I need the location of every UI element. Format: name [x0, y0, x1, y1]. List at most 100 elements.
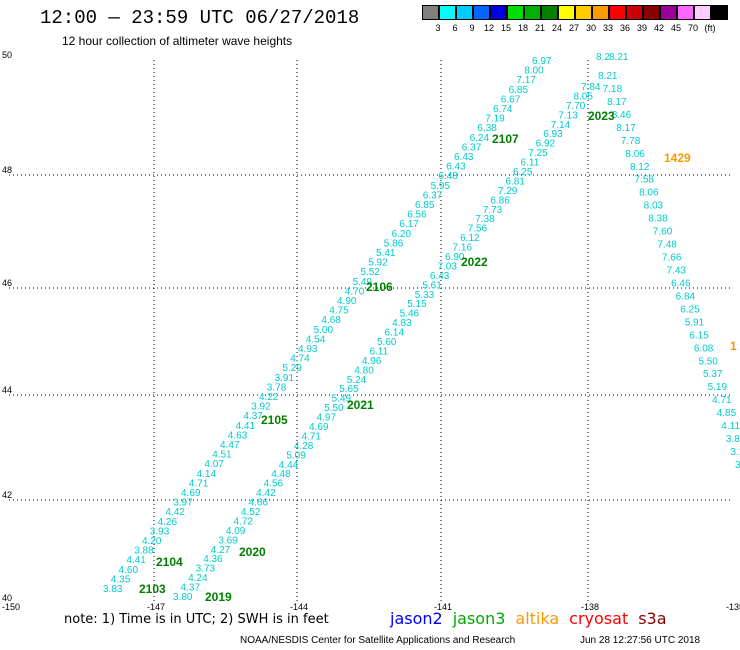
wave-height-value: 4.09 — [226, 526, 246, 537]
wave-height-value: 6.67 — [501, 94, 521, 105]
wave-height-value: 4.71 — [301, 431, 321, 442]
wave-height-value: 5.46 — [400, 309, 420, 320]
scale-swatch — [473, 5, 490, 20]
wave-height-value: 6.17 — [399, 219, 419, 230]
wave-height-value: 3.92 — [251, 402, 271, 413]
wave-height-value: 4.72 — [233, 516, 253, 527]
wave-height-value: 7.78 — [621, 136, 641, 147]
wave-height-value: 8.17 — [607, 97, 627, 108]
wave-height-value: 4.48 — [271, 469, 291, 480]
lat-label: 44 — [2, 385, 12, 395]
wave-height-value: 3.83 — [103, 584, 123, 595]
scale-label: 6 — [452, 23, 458, 33]
wave-height-value: 5.37 — [703, 369, 723, 380]
pass-label-2021: 2021 — [347, 398, 374, 412]
scale-label: 33 — [602, 23, 613, 33]
lat-label: 50 — [2, 50, 12, 60]
wave-height-value: 5.29 — [282, 363, 302, 374]
wave-height-value: 5.15 — [407, 299, 427, 310]
lat-label: 48 — [2, 165, 12, 175]
wave-height-value: 7.25 — [528, 148, 548, 159]
pass-label-edge: 1 — [730, 339, 737, 353]
wave-height-value: 7.58 — [635, 175, 655, 186]
wave-height-value: 7.48 — [657, 240, 677, 251]
wave-height-value: 4.28 — [294, 441, 314, 452]
wave-height-value: 4.63 — [228, 430, 248, 441]
wave-height-value: 3.86 — [726, 434, 740, 445]
wave-height-value: 8.21 — [609, 52, 629, 63]
wave-height-value: 4.83 — [392, 318, 412, 329]
wave-height-value: 4.68 — [321, 315, 341, 326]
scale-swatch — [490, 5, 507, 20]
wave-height-value: 7.70 — [566, 101, 586, 112]
wave-height-value: 8.38 — [648, 214, 668, 225]
wave-height-value: 4.20 — [142, 536, 162, 547]
wave-height-value: 6.43 — [446, 162, 466, 173]
lon-label: -147 — [147, 602, 165, 612]
wave-height-value: 8.05 — [573, 91, 593, 102]
wave-height-value: 7.84 — [581, 82, 601, 93]
wave-height-value: 3.73 — [196, 564, 216, 575]
wave-height-value: 4.42 — [256, 488, 276, 499]
wave-height-value: 7.60 — [653, 227, 673, 238]
scale-swatch — [439, 5, 456, 20]
wave-height-value: 4.52 — [241, 507, 261, 518]
wave-height-value: 4.60 — [119, 565, 139, 576]
wave-height-value: 4.69 — [181, 488, 201, 499]
wave-height-value: 6.43 — [430, 271, 450, 282]
wave-height-value: 4.14 — [197, 469, 217, 480]
pass-label-2019: 2019 — [205, 590, 232, 604]
wave-height-value: 5.09 — [286, 450, 306, 461]
wave-height-value: 6.37 — [423, 190, 443, 201]
wave-height-value: 8.00 — [524, 66, 544, 77]
satellite-legend: jason2 jason3 altika cryosat s3a — [390, 609, 677, 628]
wave-height-value: 3. — [735, 460, 740, 471]
scale-swatch — [507, 5, 524, 20]
lat-label: 42 — [2, 490, 12, 500]
wave-height-value: 5.95 — [431, 181, 451, 192]
scale-swatch — [643, 5, 660, 20]
wave-height-value: 6.56 — [407, 210, 427, 221]
wave-height-value: 6.90 — [445, 252, 465, 263]
wave-height-value: 6.08 — [694, 343, 714, 354]
scale-label: 45 — [670, 23, 681, 33]
satellite-jason2: jason2 — [390, 609, 443, 628]
wave-height-value: 4.37 — [243, 411, 263, 422]
wave-height-value: 3.93 — [150, 526, 170, 537]
wave-height-value: 4.85 — [717, 408, 737, 419]
wave-height-value: 7.17 — [516, 75, 536, 86]
wave-height-value: 6.38 — [477, 123, 497, 134]
wave-height-value: 8.21 — [598, 71, 618, 82]
pass-label-2105: 2105 — [261, 413, 288, 427]
wave-height-value: 6.11 — [369, 346, 388, 357]
scale-label: 12 — [483, 23, 494, 33]
wave-height-value: 8.17 — [616, 123, 636, 134]
wave-height-value: 7.19 — [485, 114, 505, 125]
wave-height-value: 6.15 — [689, 330, 709, 341]
wave-height-value: 4.66 — [249, 498, 269, 509]
wave-height-value: 5.60 — [377, 337, 397, 348]
pass-label-1429: 1429 — [664, 151, 691, 165]
note-text: note: 1) Time is in UTC; 2) SWH is in fe… — [64, 612, 329, 627]
lon-label: -138 — [581, 602, 599, 612]
scale-swatch — [558, 5, 575, 20]
wave-height-value: 8.06 — [639, 188, 659, 199]
wave-height-value: 4.75 — [329, 306, 349, 317]
scale-label: 24 — [551, 23, 562, 33]
track-2107-2103: 3.834.354.604.413.884.203.934.264.423.97… — [103, 56, 552, 595]
wave-height-value: 6.92 — [536, 139, 556, 150]
wave-height-value: 4.47 — [220, 440, 240, 451]
wave-height-value: 6.12 — [460, 233, 480, 244]
wave-height-value: 7.66 — [662, 253, 682, 264]
scale-swatch — [660, 5, 677, 20]
wave-height-value: 4.07 — [204, 459, 224, 470]
pass-label-2104: 2104 — [156, 555, 183, 569]
wave-height-value: 6.74 — [493, 104, 513, 115]
wave-height-value: 3.80 — [173, 592, 193, 603]
wave-height-value: 6.24 — [470, 133, 490, 144]
wave-height-value: 5.50 — [698, 356, 718, 367]
wave-height-value: 6.81 — [505, 176, 525, 187]
wave-height-value: 6.85 — [509, 85, 529, 96]
wave-height-value: 4.41 — [236, 421, 256, 432]
